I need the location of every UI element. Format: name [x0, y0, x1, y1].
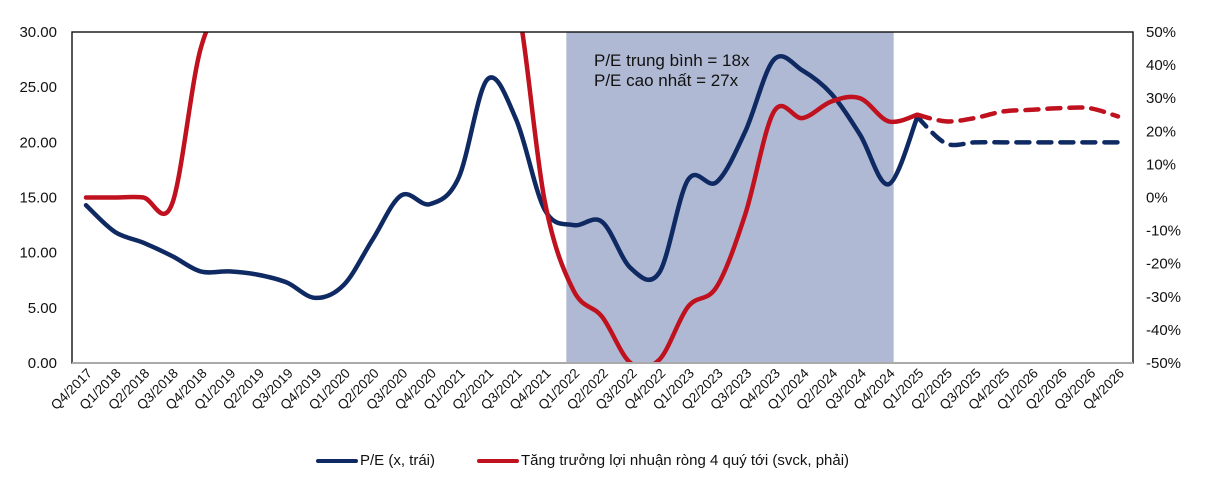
left-tick-label: 20.00	[19, 134, 57, 151]
left-tick-label: 25.00	[19, 79, 57, 96]
annotation: P/E trung bình = 18x P/E cao nhất = 27x	[594, 51, 750, 90]
annotation-max-pe: P/E cao nhất = 27x	[594, 71, 739, 90]
right-axis-ticks: 50% 40% 30% 20% 10% 0% -10% -20% -30% -40% -50%	[1146, 24, 1181, 372]
right-tick-label: -30%	[1146, 289, 1181, 306]
right-tick-label: 40%	[1146, 57, 1176, 74]
right-tick-label: 20%	[1146, 123, 1176, 140]
dual-axis-line-chart: 30.00 25.00 20.00 15.00 10.00 5.00 0.00 50% 40%…	[19, 24, 1181, 413]
right-tick-label: 50%	[1146, 24, 1176, 41]
right-tick-label: -50%	[1146, 355, 1181, 372]
pe-line-swatch-icon	[316, 458, 358, 463]
growth-line-forecast	[915, 105, 1121, 124]
legend-label-pe: P/E (x, trái)	[360, 452, 436, 469]
legend-item-growth: Tăng trưởng lợi nhuận ròng 4 quý tới (sv…	[477, 452, 849, 469]
left-tick-label: 5.00	[28, 300, 57, 317]
right-tick-label: -20%	[1146, 256, 1181, 273]
growth-line-swatch-icon	[477, 458, 520, 463]
x-axis-ticks: Q4/2017Q1/2018Q2/2018Q3/2018Q4/2018Q1/20…	[48, 365, 1127, 413]
right-tick-label: 30%	[1146, 90, 1176, 107]
highlight-region	[566, 32, 894, 363]
right-tick-label: -40%	[1146, 322, 1181, 339]
pe-line-actual	[83, 54, 920, 301]
chart-legend: P/E (x, trái) Tăng trưởng lợi nhuận ròng…	[316, 452, 891, 469]
series-layer	[83, 32, 1121, 363]
left-tick-label: 15.00	[19, 190, 57, 207]
legend-label-growth: Tăng trưởng lợi nhuận ròng 4 quý tới (sv…	[521, 452, 850, 469]
right-tick-label: 10%	[1146, 156, 1176, 173]
left-axis-ticks: 30.00 25.00 20.00 15.00 10.00 5.00 0.00	[19, 24, 57, 372]
right-tick-label: -10%	[1146, 223, 1181, 240]
left-tick-label: 0.00	[28, 355, 57, 372]
pe-line-forecast	[915, 114, 1121, 148]
left-tick-label: 10.00	[19, 245, 57, 262]
legend-item-pe: P/E (x, trái)	[316, 452, 435, 469]
right-tick-label: 0%	[1146, 190, 1168, 207]
left-tick-label: 30.00	[19, 24, 57, 41]
growth-line-actual	[83, 32, 920, 363]
annotation-avg-pe: P/E trung bình = 18x	[594, 51, 750, 70]
